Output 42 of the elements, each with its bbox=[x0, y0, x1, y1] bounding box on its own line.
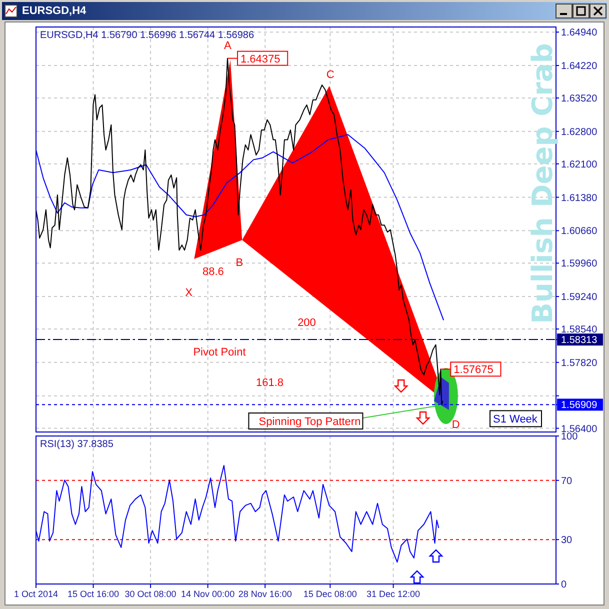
y-tick-label: 1.60660 bbox=[561, 226, 598, 238]
x-tick-label: 28 Nov 16:00 bbox=[238, 589, 292, 599]
x-tick-label: 31 Dec 12:00 bbox=[366, 589, 420, 599]
ref-line-label: S1 Week bbox=[493, 414, 538, 426]
x-tick-label: 30 Oct 08:00 bbox=[124, 589, 176, 599]
annotation: 161.8 bbox=[256, 376, 284, 389]
chart-subtitle: EURSGD,H4 bbox=[22, 5, 88, 17]
y-tick-label: 1.62100 bbox=[561, 159, 598, 170]
x-tick-label: 15 Dec 08:00 bbox=[303, 589, 357, 599]
y-tick-label: 30 bbox=[561, 535, 573, 546]
y-tick-label: 1.64940 bbox=[561, 28, 598, 39]
y-tick-label: 1.62800 bbox=[561, 126, 598, 138]
y-tick-label: 1.56909 bbox=[561, 400, 598, 412]
y-tick-label: 1.63520 bbox=[561, 93, 598, 104]
annotation: Bullish Deep Crab bbox=[526, 43, 559, 324]
y-tick-label: 0 bbox=[561, 580, 567, 590]
chart-title: RSI(13) 37.8385 bbox=[40, 439, 114, 450]
y-tick-label: 1.58540 bbox=[561, 324, 598, 336]
annotation: 88.6 bbox=[202, 266, 224, 278]
data-label: 1.57675 bbox=[454, 364, 494, 376]
y-tick-label: 1.64220 bbox=[561, 61, 598, 72]
line-series bbox=[36, 464, 440, 563]
y-tick-label: 1.58313 bbox=[561, 335, 598, 346]
annotation: Spinning Top Pattern bbox=[258, 416, 361, 428]
y-tick-label: 1.57820 bbox=[561, 358, 598, 369]
data-label: 1.64375 bbox=[240, 53, 280, 66]
annotation: C bbox=[326, 68, 334, 81]
annotation: B bbox=[236, 256, 244, 269]
annotation: X bbox=[185, 286, 194, 299]
annotation: A bbox=[224, 40, 232, 52]
y-tick-label: 1.59240 bbox=[561, 292, 598, 304]
x-tick-label: 1 Oct 2014 bbox=[14, 589, 58, 599]
y-tick-label: 1.59960 bbox=[561, 258, 598, 270]
chart-title: EURSGD,H4 1.56790 1.56996 1.56744 1.56986 bbox=[40, 30, 254, 41]
annotation: 200 bbox=[298, 316, 316, 329]
x-tick-label: 15 Oct 16:00 bbox=[68, 589, 120, 599]
x-tick-label: 14 Nov 00:00 bbox=[181, 589, 235, 599]
y-tick-label: 70 bbox=[561, 476, 573, 487]
annotation: D bbox=[452, 418, 460, 431]
ref-line-label: Pivot Point bbox=[193, 346, 246, 359]
y-tick-label: 100 bbox=[561, 432, 578, 442]
y-tick-label: 1.61380 bbox=[561, 192, 598, 204]
